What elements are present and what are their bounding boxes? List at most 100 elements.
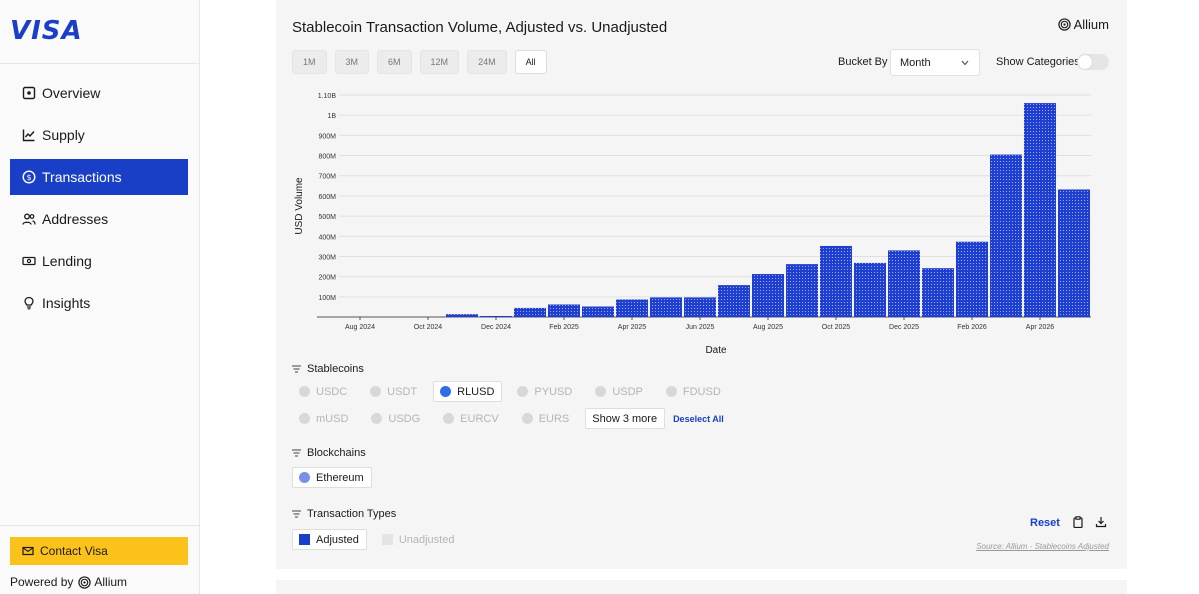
- range-tab-12m[interactable]: 12M: [419, 50, 460, 74]
- unadjusted-swatch: [381, 534, 393, 545]
- clipboard-icon[interactable]: [1072, 516, 1084, 528]
- bar[interactable]: [990, 154, 1022, 317]
- stablecoin-chip-usdg[interactable]: USDG: [364, 408, 428, 429]
- y-tick-label: 800M: [318, 154, 336, 161]
- range-tab-3m[interactable]: 3M: [334, 50, 370, 74]
- bar[interactable]: [922, 268, 954, 317]
- sidebar-item-addresses[interactable]: Addresses: [10, 201, 188, 237]
- bar[interactable]: [718, 285, 750, 317]
- chip-label: USDG: [388, 412, 421, 425]
- y-tick-label: 100M: [318, 295, 336, 302]
- rlusd-icon: [440, 386, 452, 397]
- deselect-all-link[interactable]: Deselect All: [673, 413, 724, 424]
- usdt-icon: [370, 386, 382, 397]
- bar[interactable]: [854, 262, 886, 317]
- stablecoins-title: Stablecoins: [307, 363, 364, 375]
- sidebar-item-insights[interactable]: Insights: [10, 285, 188, 321]
- contact-visa-button[interactable]: Contact Visa: [10, 537, 188, 565]
- chip-label: USDT: [387, 385, 418, 398]
- sidebar-item-label: Insights: [42, 295, 91, 311]
- sidebar-item-label: Lending: [42, 253, 92, 269]
- types-title: Transaction Types: [307, 508, 397, 520]
- bar[interactable]: [480, 315, 512, 317]
- chip-label: USDC: [316, 385, 348, 398]
- usdp-icon: [595, 386, 607, 397]
- sidebar-item-lending[interactable]: Lending: [10, 243, 188, 279]
- x-tick-label: Oct 2025: [822, 324, 851, 331]
- show-categories-toggle[interactable]: [1077, 54, 1109, 70]
- range-tab-all[interactable]: All: [514, 50, 547, 74]
- chip-label: USDP: [612, 385, 643, 398]
- filter-icon: [292, 365, 301, 373]
- bar[interactable]: [956, 241, 988, 317]
- bar[interactable]: [548, 304, 580, 317]
- chip-label: Unadjusted: [398, 533, 455, 546]
- x-tick-label: Feb 2025: [549, 324, 579, 331]
- y-axis-label: USD Volume: [294, 177, 305, 235]
- range-tab-24m[interactable]: 24M: [467, 50, 507, 74]
- chip-label: FDUSD: [682, 385, 721, 398]
- y-tick-label: 1B: [327, 113, 336, 120]
- stablecoin-chip-fdusd[interactable]: FDUSD: [659, 381, 729, 402]
- y-tick-label: 200M: [318, 275, 336, 282]
- sidebar-item-supply[interactable]: Supply: [10, 117, 188, 153]
- reset-button[interactable]: Reset: [1030, 517, 1060, 529]
- eurcv-icon: [443, 413, 455, 424]
- sidebar-item-label: Transactions: [42, 169, 122, 185]
- stablecoin-chip-musd[interactable]: mUSD: [292, 408, 356, 429]
- source-link[interactable]: Source: Allium - Stablecoins Adjusted: [976, 542, 1109, 551]
- stablecoin-chip-rlusd[interactable]: RLUSD: [433, 381, 503, 402]
- bar[interactable]: [582, 306, 614, 317]
- bar[interactable]: [616, 299, 648, 317]
- bar[interactable]: [1058, 189, 1090, 317]
- musd-icon: [299, 413, 310, 424]
- sidebar-item-label: Overview: [42, 85, 101, 101]
- stablecoin-chip-pyusd[interactable]: PYUSD: [510, 381, 580, 402]
- visa-logo[interactable]: VISA: [10, 16, 83, 46]
- bar-chart: 100M 200M 300M 400M 500M 600M 700M 800M 900M 1B 1.…: [294, 93, 1091, 356]
- range-tab-6m[interactable]: 6M: [377, 50, 412, 74]
- bar[interactable]: [446, 314, 478, 317]
- bar[interactable]: [1024, 103, 1056, 317]
- dollar-circle-icon: $: [22, 170, 36, 184]
- overview-icon: [22, 86, 36, 100]
- bar[interactable]: [786, 264, 818, 317]
- sidebar-item-overview[interactable]: Overview: [10, 75, 188, 111]
- types-filter-title: Transaction Types: [292, 508, 396, 520]
- allium-brand[interactable]: Allium: [1057, 17, 1109, 32]
- bar[interactable]: [888, 250, 920, 317]
- x-tick-label: Apr 2025: [618, 324, 647, 331]
- bar[interactable]: [650, 297, 682, 317]
- bucket-by-select[interactable]: Month: [890, 49, 980, 76]
- download-icon[interactable]: [1095, 516, 1107, 528]
- bar[interactable]: [820, 245, 852, 317]
- y-tick-label: 400M: [318, 234, 336, 241]
- range-tabs: 1M 3M 6M 12M 24M All: [292, 50, 555, 74]
- type-chip-adjusted[interactable]: Adjusted: [292, 529, 367, 550]
- sidebar-item-transactions[interactable]: $ Transactions: [10, 159, 188, 195]
- show-more-button[interactable]: Show 3 more: [585, 408, 666, 429]
- stablecoin-chip-usdt[interactable]: USDT: [363, 381, 425, 402]
- stablecoin-chip-eurcv[interactable]: EURCV: [436, 408, 507, 429]
- bar[interactable]: [514, 307, 546, 317]
- pyusd-icon: [517, 386, 529, 397]
- blockchain-chip-ethereum[interactable]: Ethereum: [292, 467, 372, 488]
- show-categories-label: Show Categories: [996, 56, 1080, 68]
- powered-by-brand[interactable]: Allium: [94, 575, 128, 589]
- svg-text:$: $: [26, 173, 31, 182]
- blockchains-title: Blockchains: [307, 447, 366, 459]
- chip-label: mUSD: [316, 412, 349, 425]
- users-icon: [22, 213, 36, 225]
- blockchains-row: Ethereum: [292, 467, 380, 488]
- stablecoin-chip-eurs[interactable]: EURS: [515, 408, 578, 429]
- range-tab-1m[interactable]: 1M: [292, 50, 327, 74]
- bar[interactable]: [684, 297, 716, 317]
- type-chip-unadjusted[interactable]: Unadjusted: [375, 529, 463, 550]
- chart-title: Stablecoin Transaction Volume, Adjusted …: [292, 19, 668, 36]
- bar[interactable]: [752, 274, 784, 317]
- bucket-by-value: Month: [900, 56, 931, 69]
- lightbulb-icon: [24, 296, 34, 310]
- stablecoins-row-2: mUSD USDG EURCV EURS Show 3 more Deselec…: [292, 408, 724, 429]
- stablecoin-chip-usdc[interactable]: USDC: [292, 381, 355, 402]
- stablecoin-chip-usdp[interactable]: USDP: [588, 381, 651, 402]
